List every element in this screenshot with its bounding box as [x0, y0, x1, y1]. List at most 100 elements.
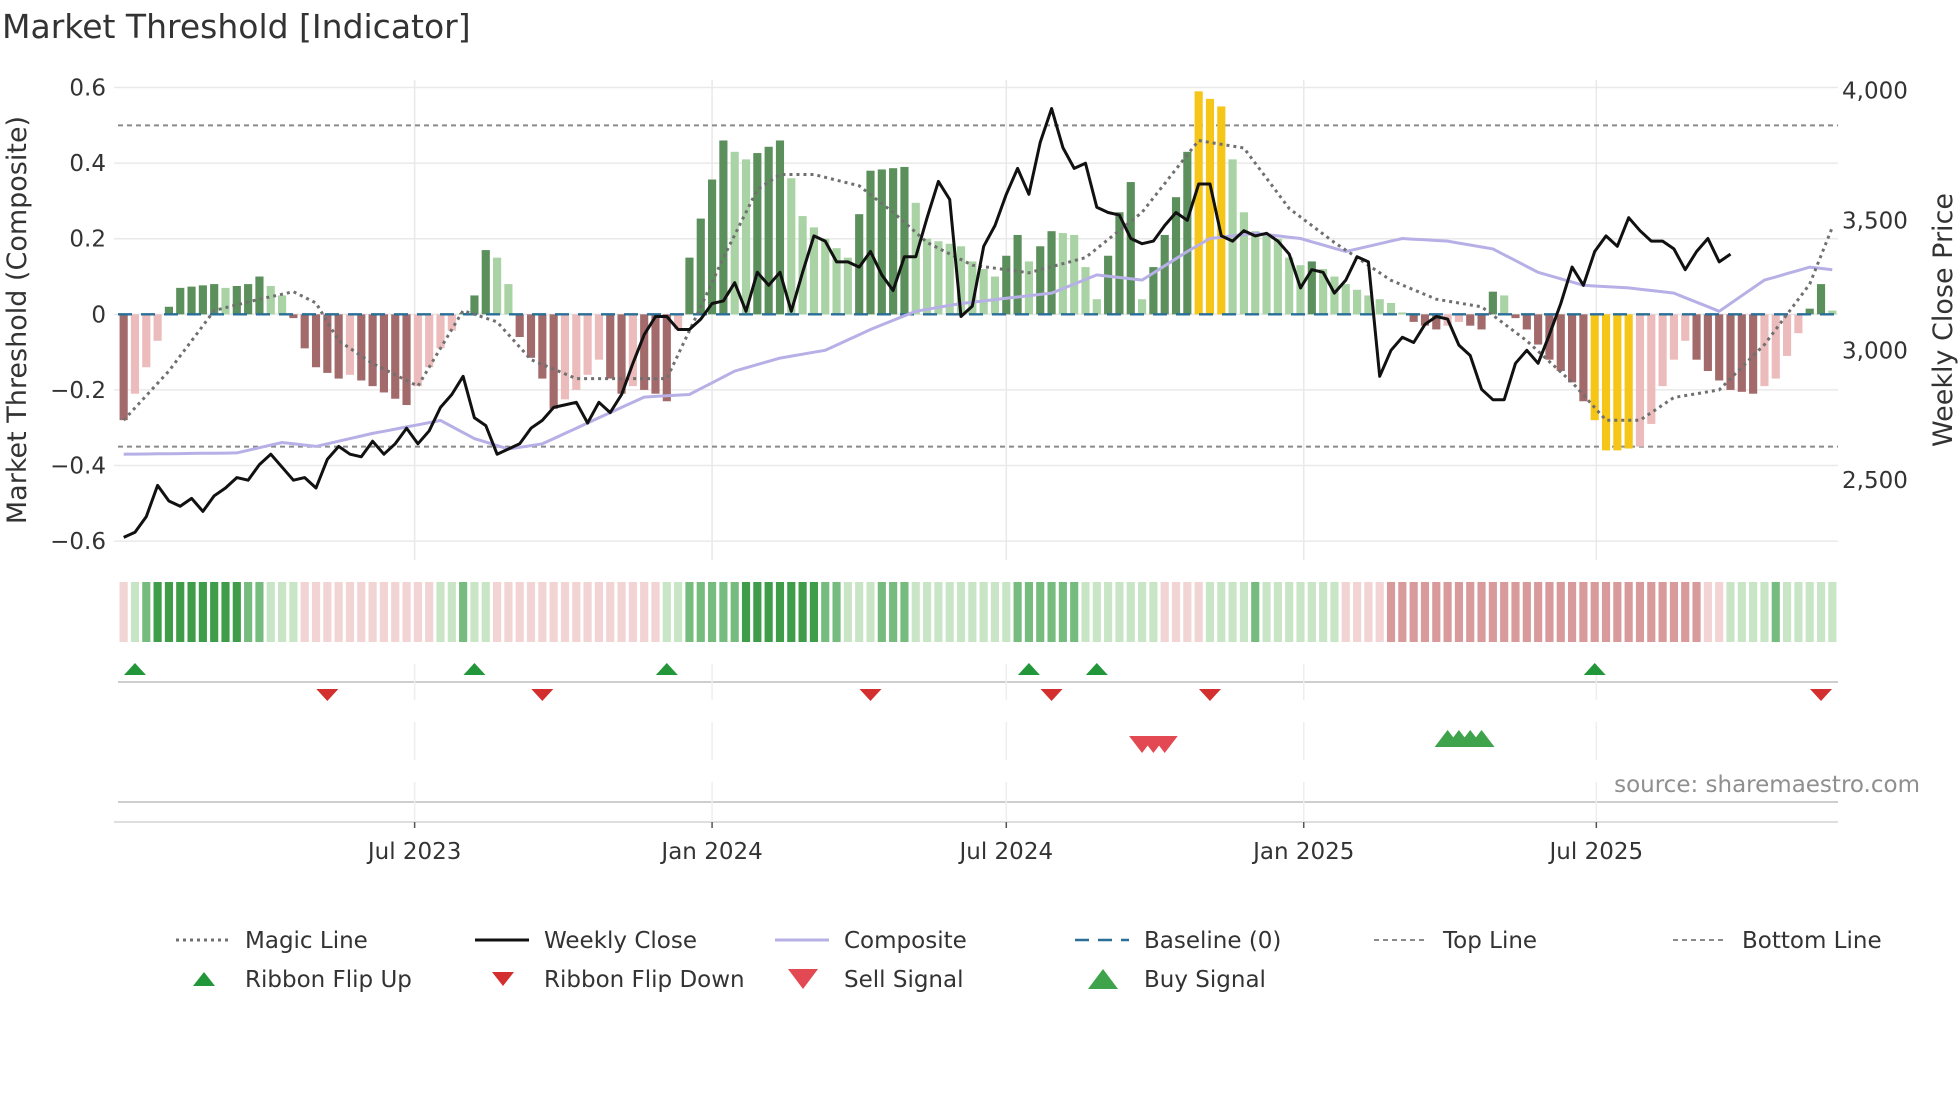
composite-bar	[334, 314, 343, 379]
ribbon-cell	[1307, 582, 1316, 642]
composite-bar	[1658, 314, 1667, 387]
ribbon-cell	[1534, 582, 1543, 642]
ribbon-cell	[526, 582, 536, 642]
composite-bars	[119, 91, 1837, 451]
composite-bar	[142, 314, 151, 368]
x-tick-label: Jul 2025	[1548, 839, 1644, 865]
composite-bar	[1409, 314, 1418, 322]
composite-bar	[1568, 314, 1577, 383]
composite-bar	[526, 314, 536, 358]
legend-item: Ribbon Flip Down	[492, 967, 745, 993]
ribbon-cell	[210, 582, 219, 642]
composite-bar	[945, 243, 954, 315]
ribbon-cell	[1522, 582, 1531, 642]
composite-bar	[391, 314, 400, 399]
composite-bar	[1613, 314, 1622, 451]
y-axis-label-left: Market Threshold (Composite)	[2, 116, 33, 524]
composite-bar	[1420, 314, 1430, 326]
ribbon-cell	[221, 582, 230, 642]
ribbon-cell	[1002, 582, 1011, 642]
ribbon-cell	[662, 582, 671, 642]
ribbon-cell	[1454, 582, 1463, 642]
legend-label: Buy Signal	[1144, 967, 1266, 993]
composite-bar	[504, 284, 513, 315]
ribbon-cell	[1794, 582, 1803, 642]
composite-bar	[923, 238, 932, 315]
ribbon-cell	[1081, 582, 1090, 642]
ribbon-cell	[323, 582, 332, 642]
composite-bar	[560, 314, 570, 400]
x-tick-label: Jan 2025	[1251, 839, 1354, 865]
composite-bar	[956, 246, 966, 315]
composite-bar	[221, 287, 230, 315]
composite-bar	[1081, 267, 1090, 315]
ribbon-cell	[753, 582, 762, 642]
ribbon-cell	[300, 582, 309, 642]
ribbon-cell	[832, 582, 841, 642]
composite-bar	[730, 151, 739, 315]
composite-bar	[1002, 255, 1011, 315]
right-tick-label: 2,500	[1842, 468, 1908, 494]
composite-bar	[1647, 314, 1656, 424]
ribbon-cell	[334, 582, 343, 642]
composite-bar	[990, 276, 1000, 315]
composite-bar	[368, 314, 377, 387]
legend-swatch	[1088, 969, 1118, 989]
composite-bar	[617, 314, 626, 394]
ribbon-flip-down-marker	[316, 689, 339, 701]
composite-bar	[1330, 276, 1339, 315]
ribbon-cell	[311, 582, 321, 642]
composite-bar	[1500, 295, 1509, 315]
composite-bar	[515, 314, 524, 338]
x-tick-label: Jul 2024	[957, 839, 1053, 865]
ribbon-cell	[990, 582, 1000, 642]
y-axis-label-right: Weekly Close Price	[1928, 193, 1959, 447]
composite-bar	[1488, 291, 1497, 315]
composite-bar	[809, 227, 818, 315]
composite-bar	[1635, 314, 1645, 447]
composite-bar	[1715, 314, 1724, 381]
composite-bar	[1590, 314, 1599, 421]
ribbon-cell	[176, 582, 185, 642]
ribbon-cell	[436, 582, 445, 642]
ribbon-cell	[1692, 582, 1701, 642]
left-tick-label: 0.4	[69, 151, 106, 177]
legend-item: Bottom Line	[1673, 928, 1882, 954]
ribbon-cell	[821, 582, 830, 642]
ribbon-cell	[1749, 582, 1758, 642]
ribbon-cell	[1669, 582, 1678, 642]
ribbon-cell	[809, 582, 818, 642]
ribbon-cell	[1511, 582, 1520, 642]
ribbon-cell	[1647, 582, 1656, 642]
ribbon-cell	[583, 582, 592, 642]
ribbon-cell	[855, 582, 864, 642]
composite-bar	[289, 314, 298, 319]
composite-bar	[210, 284, 219, 315]
composite-bar	[1104, 255, 1113, 315]
ribbon-cell	[775, 582, 785, 642]
x-axis: Jul 2023 Jan 2024 Jul 2024 Jan 2025 Jul 2025	[366, 822, 1643, 865]
ribbon-cell	[1149, 582, 1158, 642]
ribbon-cell	[968, 582, 977, 642]
composite-bar	[1353, 289, 1362, 315]
ribbon-cell	[696, 582, 705, 642]
ribbon-cell	[1138, 582, 1147, 642]
composite-bar	[832, 248, 841, 315]
ribbon-cell	[459, 582, 468, 642]
composite-bar	[266, 285, 275, 315]
composite-bar	[345, 314, 355, 375]
left-tick-label: −0.4	[50, 454, 106, 480]
composite-bar	[1183, 151, 1192, 315]
composite-bar	[1138, 299, 1147, 315]
composite-bar	[1013, 234, 1022, 315]
ribbon-cell	[1386, 582, 1396, 642]
composite-bar	[1726, 314, 1735, 390]
source-note: source: sharemaestro.com	[1614, 772, 1920, 798]
composite-bar	[1816, 284, 1826, 315]
legend-label: Top Line	[1442, 928, 1537, 954]
legend-item: Composite	[775, 928, 967, 954]
left-tick-label: −0.6	[50, 529, 106, 555]
ribbon-cell	[481, 582, 490, 642]
composite-bar	[1160, 234, 1169, 315]
composite-bar	[549, 314, 558, 409]
